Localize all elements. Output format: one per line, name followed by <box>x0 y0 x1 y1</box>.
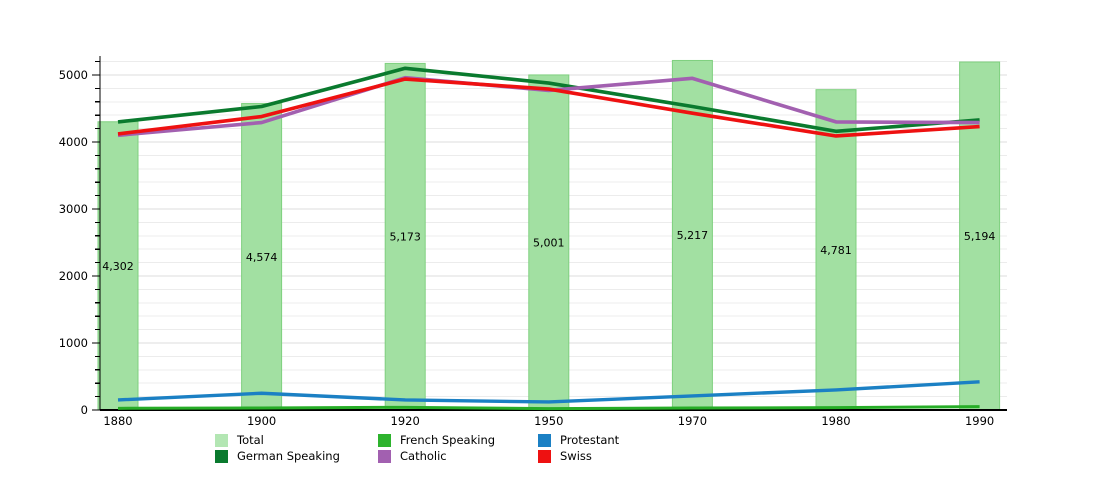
bar-value-label: 5,173 <box>389 231 421 244</box>
x-tick-label: 1920 <box>391 414 420 428</box>
line-french-speaking <box>117 405 980 411</box>
total-bar-1950 <box>528 74 570 411</box>
y-tick-label: 1000 <box>59 336 88 350</box>
line-german-speaking <box>117 66 980 134</box>
bar-value-label: 5,001 <box>533 236 565 249</box>
x-tick-label: 1900 <box>247 414 276 428</box>
line-protestant <box>117 380 980 404</box>
y-tick-label: 2000 <box>59 269 88 283</box>
y-tick-label: 3000 <box>59 202 88 216</box>
bar-value-label: 4,574 <box>246 251 278 264</box>
x-tick-label: 1950 <box>534 414 563 428</box>
x-tick-label: 1990 <box>965 414 994 428</box>
y-tick-label: 4000 <box>59 135 88 149</box>
line-swiss <box>117 77 980 138</box>
bar-value-label: 4,781 <box>820 244 852 257</box>
bar-value-label: 5,194 <box>964 230 996 243</box>
y-tick-label: 5000 <box>59 68 88 82</box>
x-tick-label: 1980 <box>821 414 850 428</box>
y-tick-label: 0 <box>81 403 88 417</box>
total-bar-1970 <box>671 59 713 411</box>
bar-value-label: 5,217 <box>677 229 709 242</box>
total-bar-1900 <box>241 103 283 411</box>
x-tick-label: 1970 <box>678 414 707 428</box>
total-bar-1980 <box>815 89 857 411</box>
x-tick-label: 1880 <box>103 414 132 428</box>
bar-value-label: 4,302 <box>102 260 134 273</box>
